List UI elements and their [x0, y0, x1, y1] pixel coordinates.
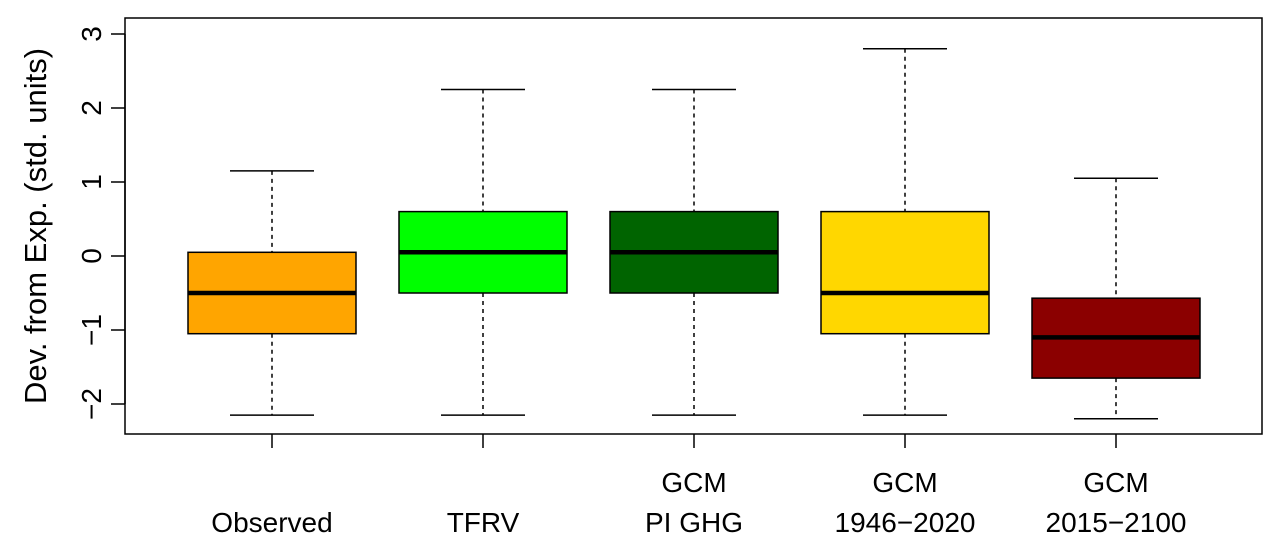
box-1 [399, 90, 567, 416]
x-tick-label: TFRV [447, 507, 520, 538]
x-tick-label: GCM [872, 467, 937, 498]
y-tick-label: −1 [76, 314, 107, 346]
x-tick-label: GCM [661, 467, 726, 498]
x-tick-label: 1946−2020 [835, 507, 976, 538]
y-tick-label: −2 [76, 388, 107, 420]
box-0 [188, 171, 356, 415]
y-axis-ticks: 3 2 1 0 −1 −2 [76, 26, 125, 420]
y-tick-label: 0 [76, 248, 107, 264]
iqr-box [821, 212, 989, 334]
y-tick-label: 1 [76, 174, 107, 190]
x-tick-label: 2015−2100 [1046, 507, 1187, 538]
boxes [188, 49, 1200, 419]
y-tick-label: 2 [76, 100, 107, 116]
x-tick-label: Observed [211, 507, 332, 538]
x-axis-ticks: Observed TFRV GCM PI GHG GCM 1946−2020 GCM 2015… [211, 434, 1186, 538]
box-3 [821, 49, 989, 415]
box-4 [1032, 178, 1200, 418]
x-tick-label: PI GHG [645, 507, 743, 538]
box-2 [610, 90, 778, 416]
x-tick-label: GCM [1083, 467, 1148, 498]
y-axis-label: Dev. from Exp. (std. units) [18, 48, 53, 404]
y-tick-label: 3 [76, 26, 107, 42]
